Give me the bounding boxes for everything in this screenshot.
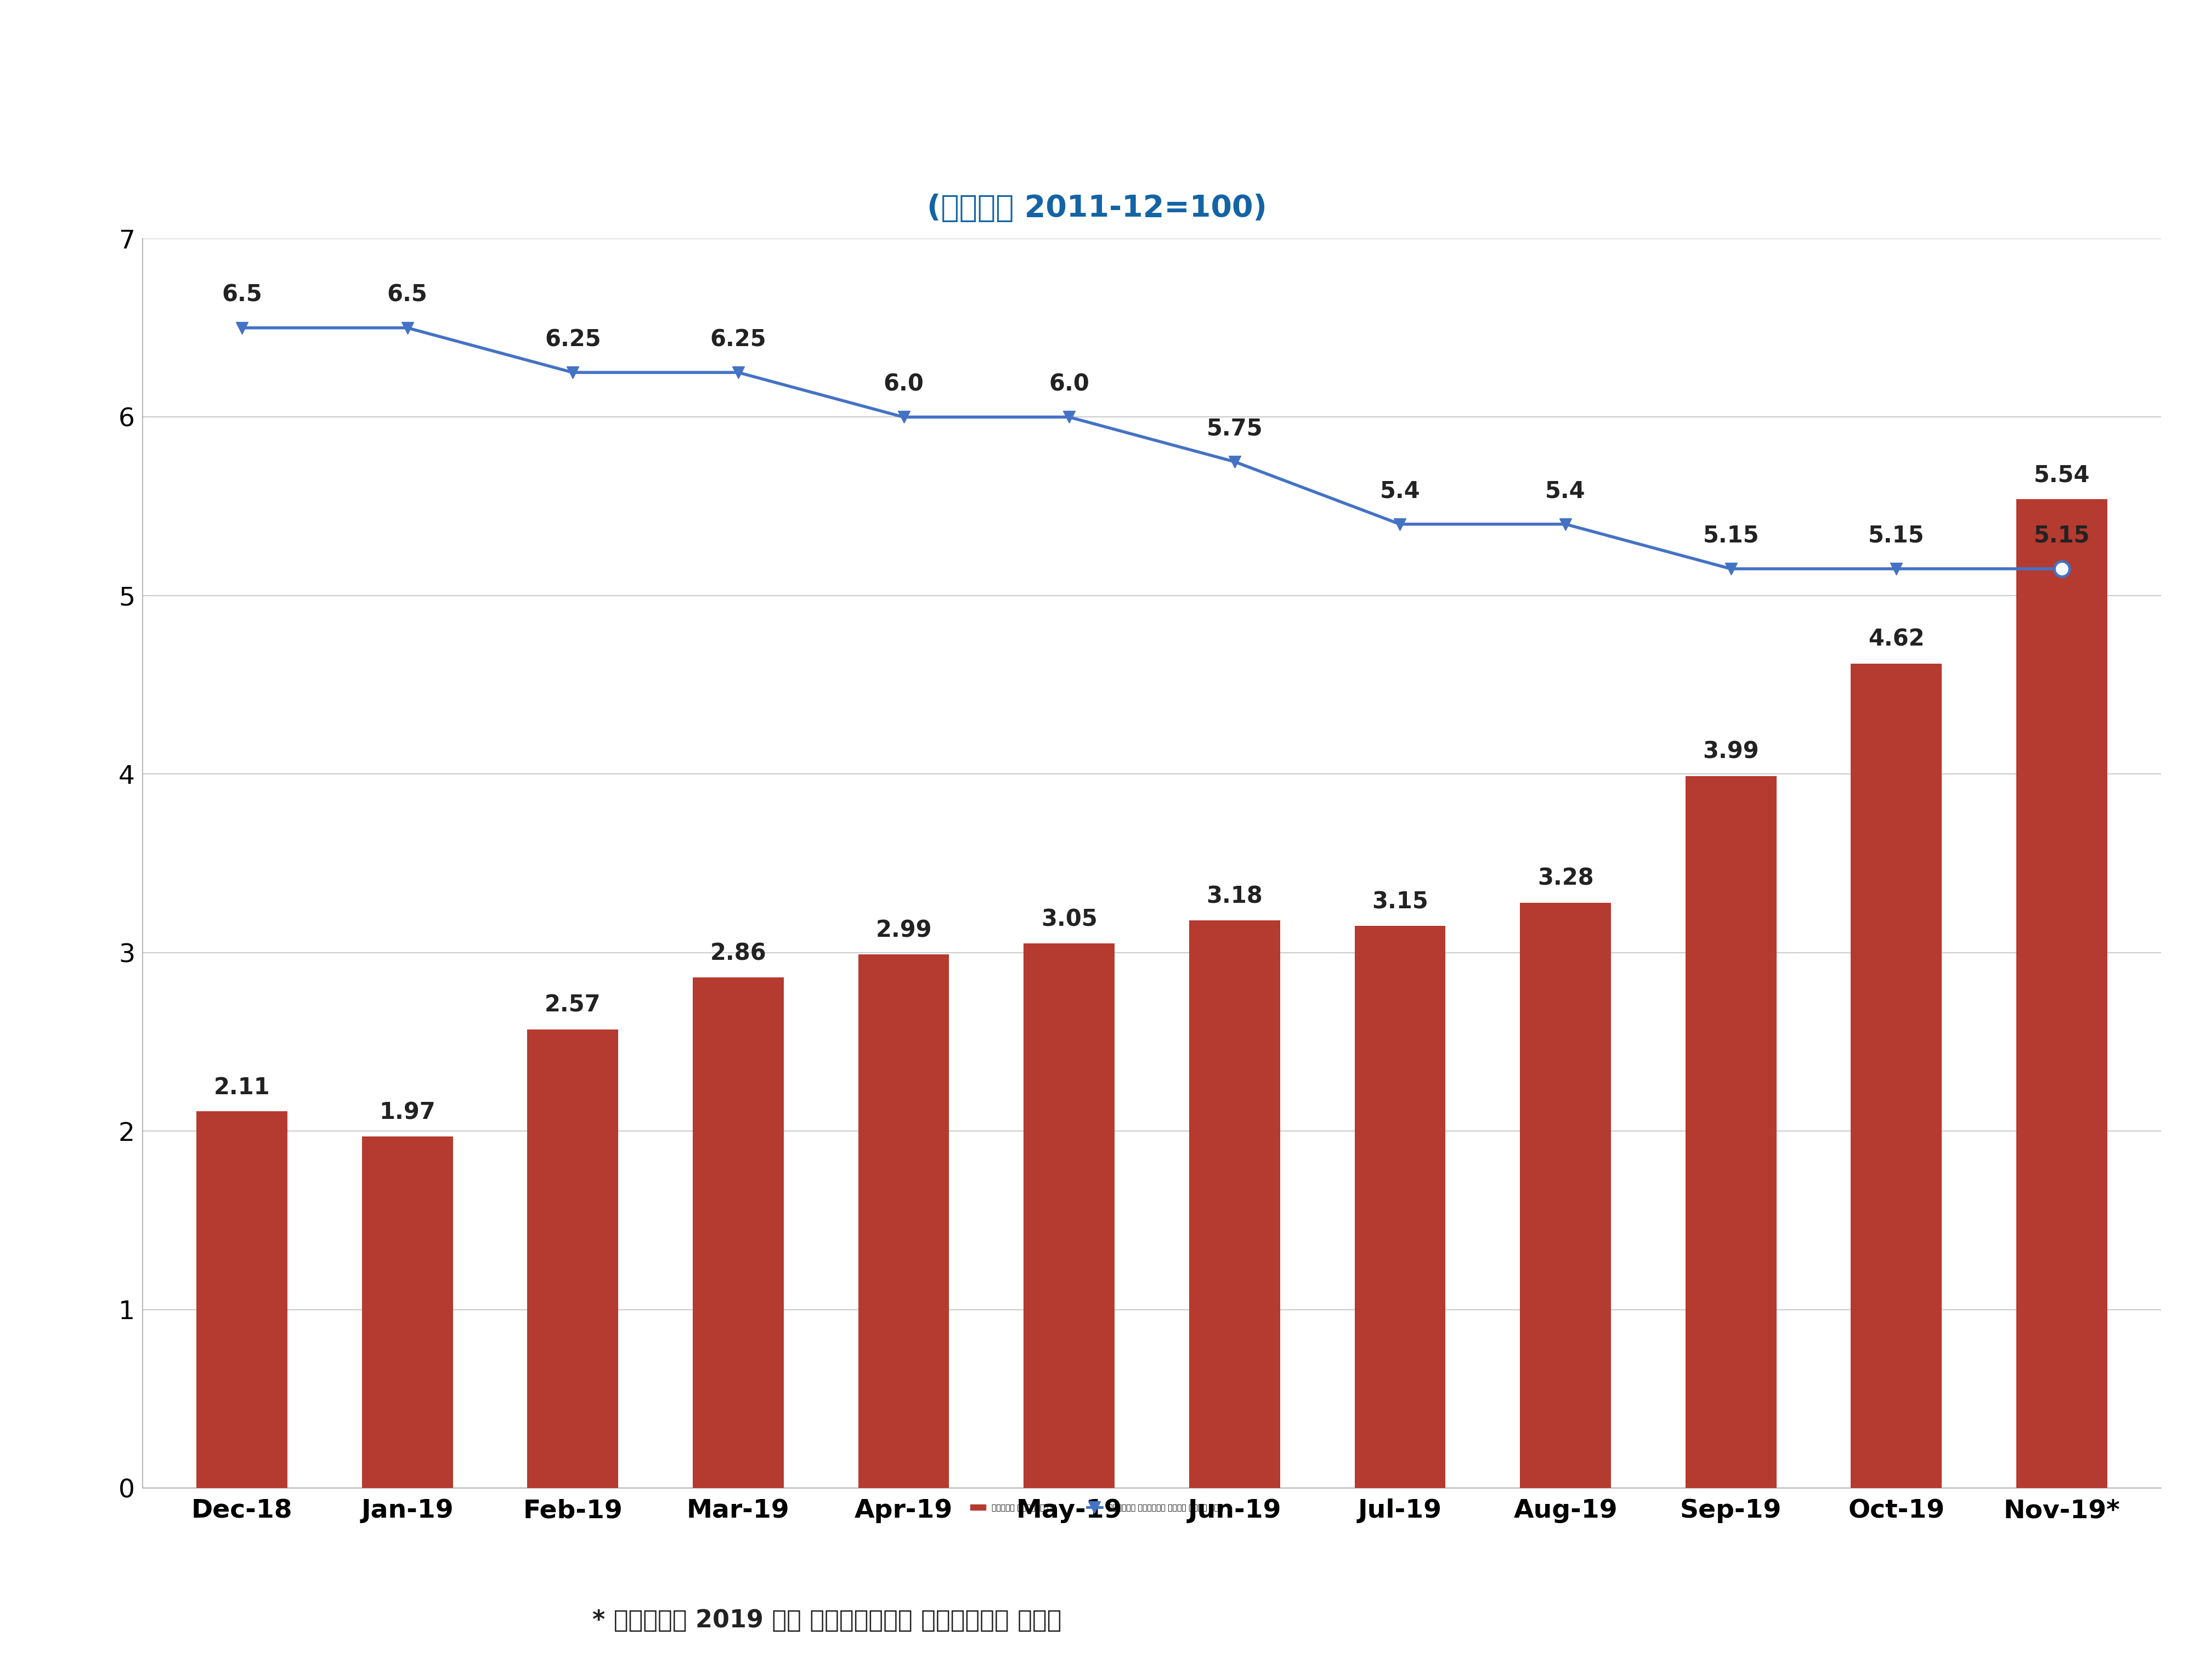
Text: 2.86: 2.86 [711,942,766,964]
Bar [197,1112,287,1488]
Bar [1520,902,1610,1488]
Text: * नवंबर 2019 के आंकड़ें अंतरिम हैं: * नवंबर 2019 के आंकड़ें अंतरिम हैं [592,1608,1062,1633]
Text: 3.28: 3.28 [1538,867,1593,890]
Text: खुदरा महंगाई दर और रेपो रेट: खुदरा महंगाई दर और रेपो रेट [709,94,1485,144]
Text: 1.97: 1.97 [380,1100,434,1124]
Bar [2016,499,2106,1488]
Text: 5.75: 5.75 [1207,417,1264,440]
Text: 6.5: 6.5 [222,284,261,306]
Text: 5.15: 5.15 [1703,524,1760,548]
Text: 6.0: 6.0 [1049,373,1090,396]
Text: 3.99: 3.99 [1703,741,1760,763]
Text: 2.57: 2.57 [544,995,601,1016]
Text: 3.18: 3.18 [1207,885,1264,907]
Text: 6.0: 6.0 [884,373,924,396]
Bar [1025,944,1115,1488]
Bar [527,1030,619,1488]
Text: 4.62: 4.62 [1869,628,1924,650]
Text: 6.5: 6.5 [386,284,428,306]
Bar [693,978,783,1488]
Text: 2.11: 2.11 [213,1075,270,1099]
Bar [1852,664,1942,1488]
Text: 6.25: 6.25 [711,328,766,351]
Text: 5.15: 5.15 [1869,524,1924,548]
Text: 5.4: 5.4 [1380,480,1420,502]
Bar [858,954,950,1488]
Text: (आधार 2011-12=100): (आधार 2011-12=100) [928,193,1266,223]
Text: 6.25: 6.25 [544,328,601,351]
Text: 2.99: 2.99 [875,919,932,942]
Legend: खुदरा महंगाई दर, आरबीआई द्वारा जारी रेपो रेट: खुदरा महंगाई दर, आरबीआई द्वारा जारी रेपो… [968,1500,1226,1515]
Bar [1685,776,1777,1488]
Text: 5.15: 5.15 [2034,524,2091,548]
Text: 3.05: 3.05 [1040,909,1097,931]
Bar [1354,926,1446,1488]
Bar [1189,921,1279,1488]
Bar [362,1136,452,1488]
Text: 3.15: 3.15 [1371,890,1428,914]
Text: 5.54: 5.54 [2034,464,2091,487]
Text: 5.4: 5.4 [1545,480,1586,502]
